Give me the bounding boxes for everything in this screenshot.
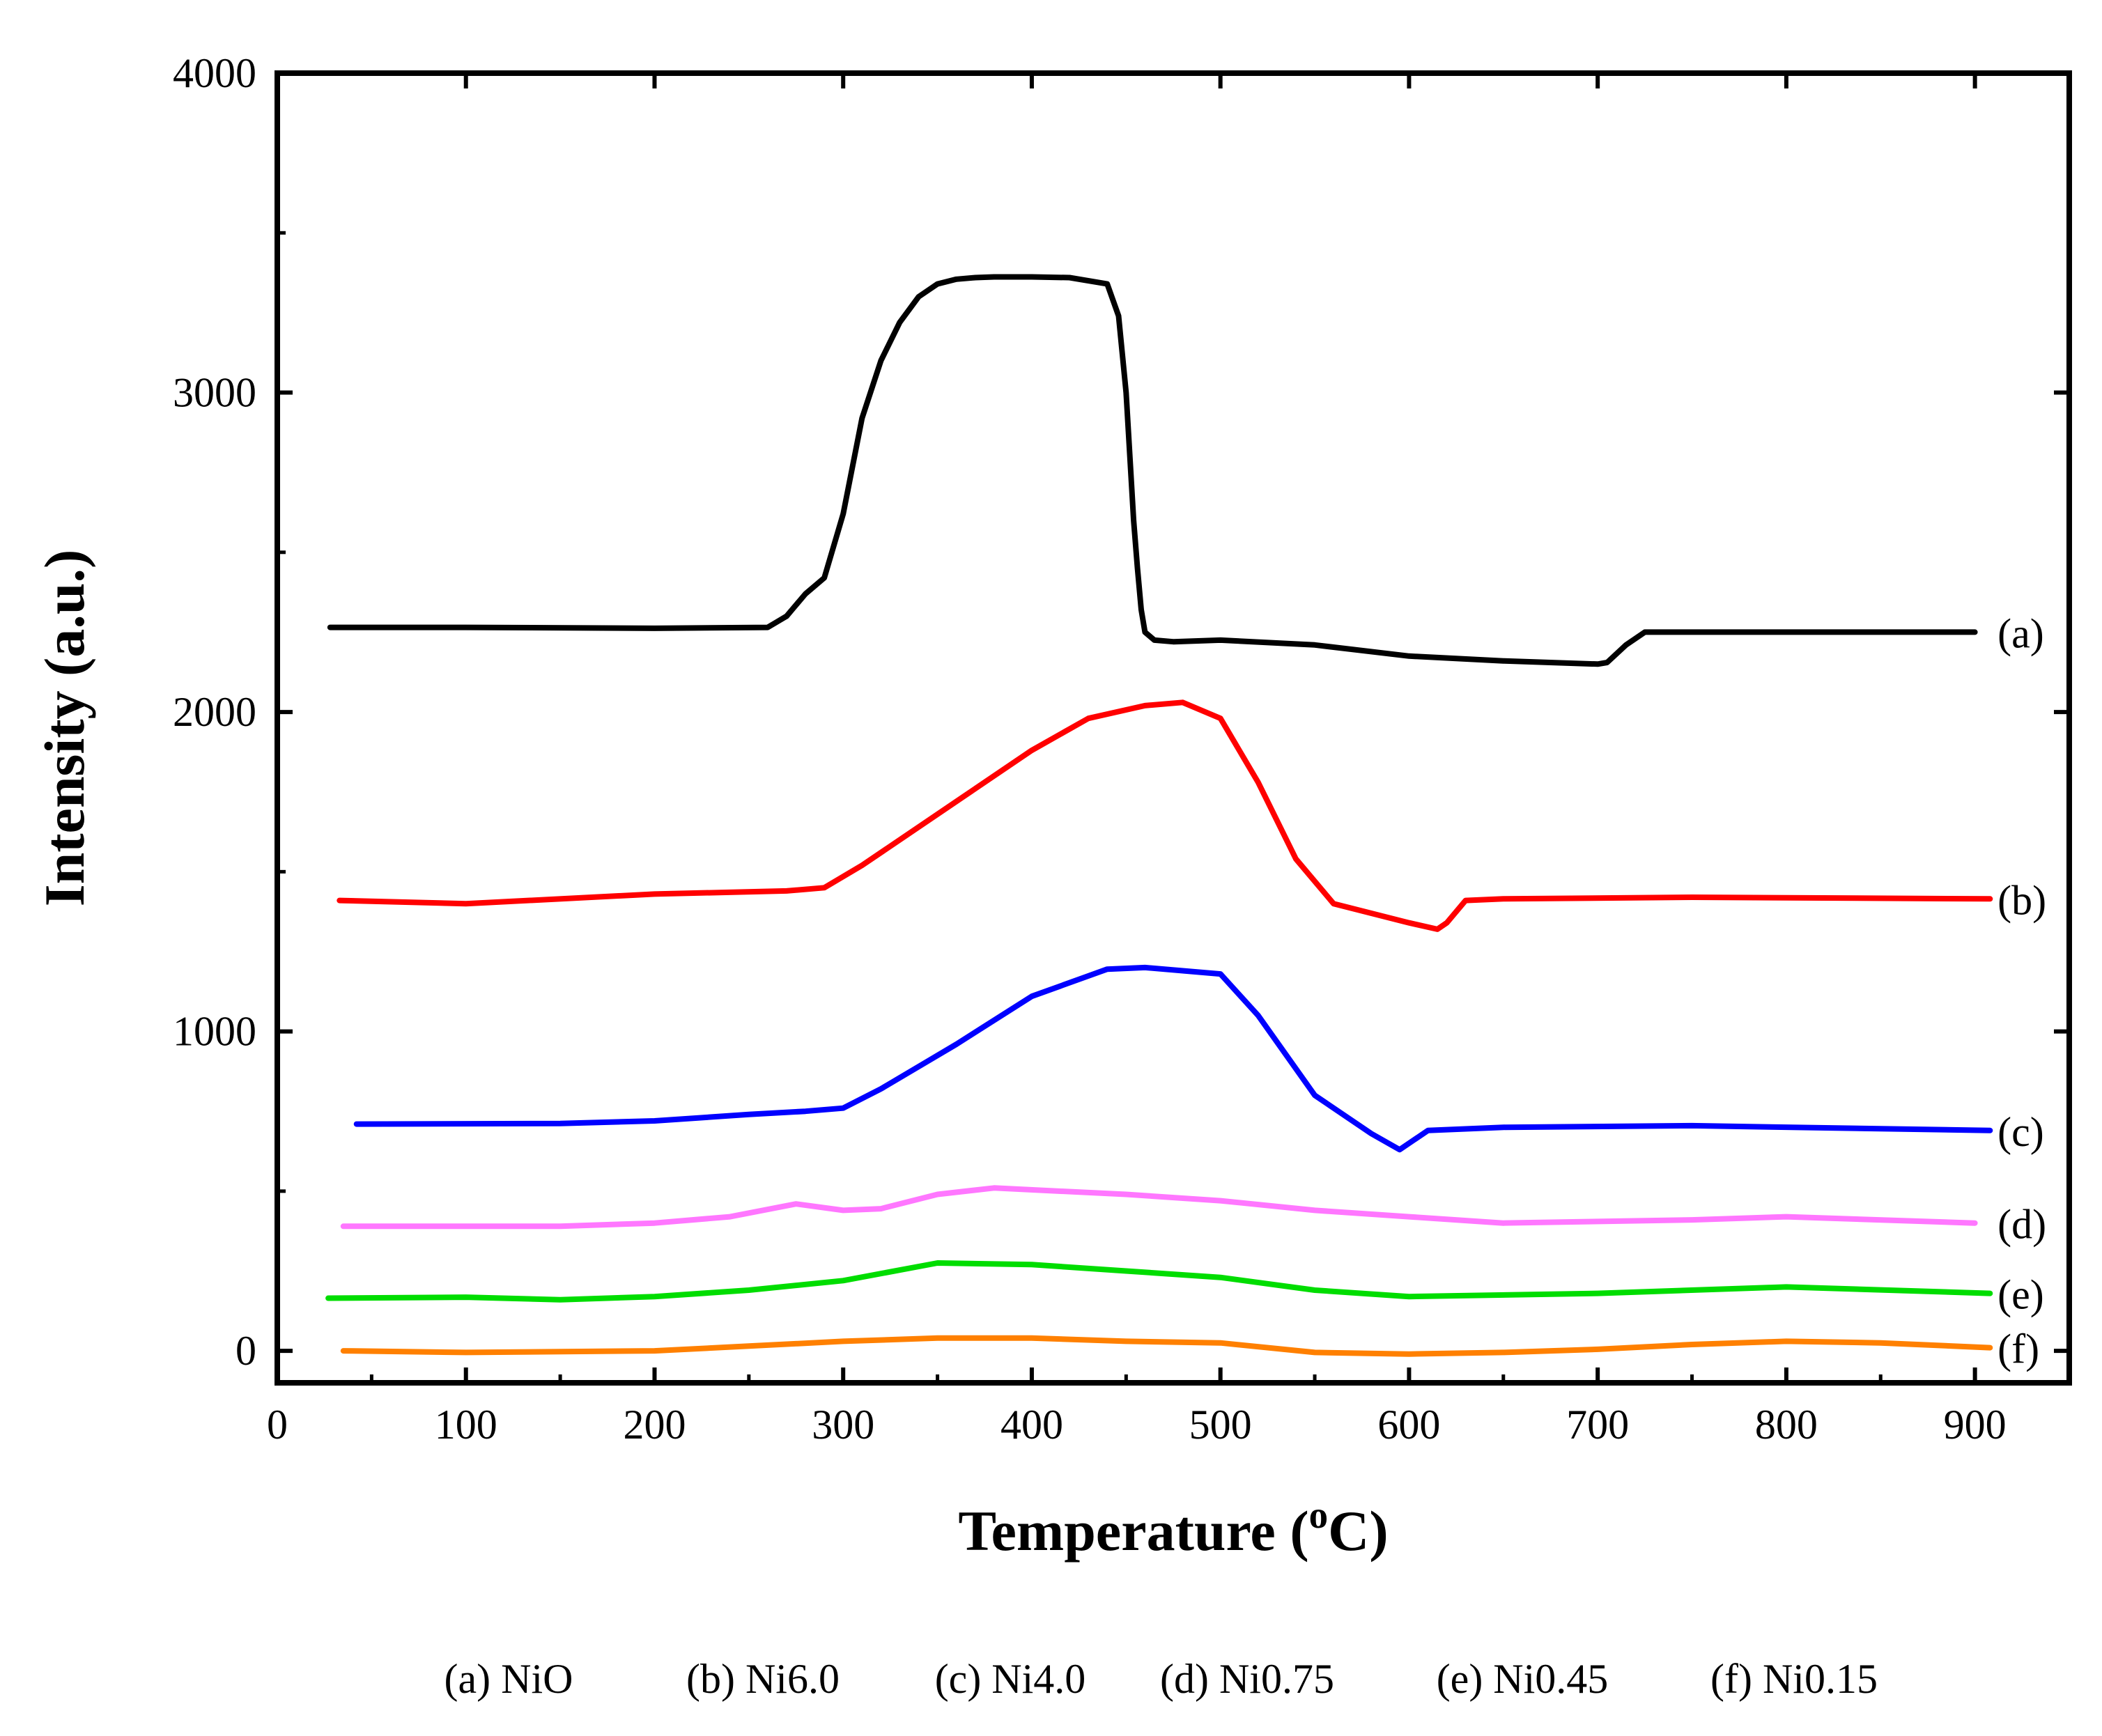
x-axis-title: Temperature (oC) (958, 1494, 1388, 1563)
legend-item: (d) Ni0.75 (1160, 1656, 1334, 1702)
x-axis-title-superscript: o (1309, 1494, 1329, 1536)
y-axis-title: Intensity (a.u.) (33, 550, 96, 907)
series-label-d: (d) (1997, 1202, 2046, 1248)
x-axis-title-suffix: C) (1328, 1499, 1389, 1563)
y-tick-label: 0 (235, 1328, 256, 1374)
series-line-a (327, 274, 1978, 667)
series-line-d (340, 1185, 1978, 1230)
x-tick-label: 100 (435, 1402, 497, 1448)
x-tick-label: 300 (812, 1402, 874, 1448)
series-line-f (340, 1335, 1993, 1357)
legend: (a) NiO (b) Ni6.0 (c) Ni4.0 (d) Ni0.75 (e) N… (445, 1656, 1878, 1702)
label-layer: 0 100 200 300 400 500 600 700 800 900 0 1000 2000 300… (173, 50, 2046, 1448)
series-label-e: (e) (1997, 1272, 2044, 1318)
x-tick-label: 900 (1944, 1402, 2007, 1448)
series-label-f: (f) (1997, 1326, 2039, 1372)
legend-item: (b) Ni6.0 (686, 1656, 840, 1702)
legend-item: (a) NiO (445, 1656, 573, 1702)
legend-item: (c) Ni4.0 (935, 1656, 1086, 1702)
y-tick-label: 4000 (173, 50, 256, 96)
x-tick-label: 400 (1000, 1402, 1063, 1448)
x-tick-label: 0 (267, 1402, 288, 1448)
x-tick-label: 200 (623, 1402, 686, 1448)
y-tick-label: 1000 (173, 1009, 256, 1055)
series-label-b: (b) (1997, 877, 2046, 923)
x-tick-label: 800 (1755, 1402, 1818, 1448)
series-line-e (325, 1260, 1993, 1303)
x-tick-label: 500 (1189, 1402, 1252, 1448)
plot-frame (275, 70, 2072, 1386)
y-tick-label: 3000 (173, 370, 256, 416)
series-line-b (337, 699, 1993, 932)
series-layer (325, 274, 1993, 1357)
x-tick-label: 600 (1377, 1402, 1440, 1448)
series-label-c: (c) (1997, 1109, 2044, 1155)
tick-layer (275, 71, 2069, 1383)
series-label-a: (a) (1997, 610, 2044, 656)
legend-item: (e) Ni0.45 (1437, 1656, 1609, 1702)
x-axis-title-main: Temperature ( (958, 1499, 1308, 1563)
x-tick-label: 700 (1566, 1402, 1629, 1448)
y-tick-label: 2000 (173, 689, 256, 735)
series-line-c (353, 964, 1993, 1153)
legend-item: (f) Ni0.15 (1710, 1656, 1878, 1702)
